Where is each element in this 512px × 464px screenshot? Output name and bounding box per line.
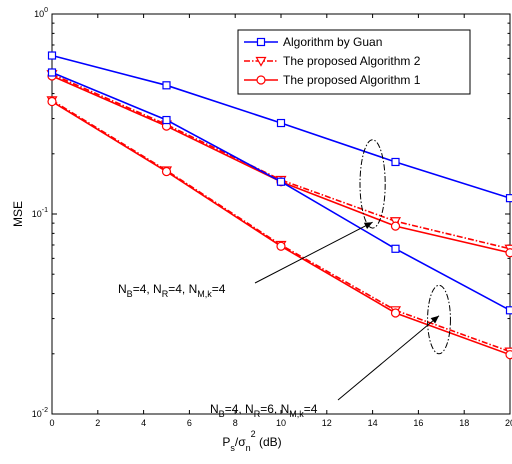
annotation-subscript: R [162,289,169,299]
data-point-square [47,68,57,77]
data-point-square [276,177,286,186]
x-tick-label: 14 [368,418,378,428]
x-tick-label: 8 [233,418,238,428]
series-3 [47,68,512,315]
series-line [51,100,511,356]
annotation-symbol: N [245,402,254,416]
series-line [51,71,511,312]
annotation-symbol: N [189,282,198,296]
x-tick-label: 18 [459,418,469,428]
arrow-head-nr6 [430,315,440,324]
data-point-square [505,194,512,203]
data-point-square [162,115,171,125]
series-5 [47,96,512,360]
data-point-circle [505,248,512,258]
annotation-subscript: R [254,409,261,419]
data-point-square [391,244,400,253]
annotation-value: =4 [304,402,318,416]
annotation-subscript: B [127,289,133,299]
annotation-group: NB=4, NR=4, NM,k=4NB=4, NR=6, NM,k=4 [118,139,451,419]
data-point-circle [276,241,286,251]
x-tick-label: 16 [413,418,423,428]
group-ellipse-nr4 [359,139,386,229]
x-tick-label: 20 [505,418,512,428]
legend-label: Algorithm by Guan [283,35,382,49]
annotation-label-nr6: NB=4, NR=6, NM,k=4 [210,402,318,419]
data-point-square [47,51,57,60]
x-axis-label: Ps/σn2 (dB) [222,429,281,453]
y-tick-label: 100 [34,7,48,19]
data-point-circle [390,308,401,318]
data-point-square [162,81,171,90]
legend-entry: The proposed Algorithm 1 [244,73,421,87]
x-tick-label: 10 [276,418,286,428]
data-point-triangle [255,56,267,67]
annotation-value: =4 [212,282,226,296]
data-point-square [391,157,400,167]
legend-box [237,29,471,95]
x-tick-label: 2 [95,418,100,428]
series-line [51,75,511,254]
data-point-circle [390,221,401,231]
data-point-circle [256,75,266,85]
data-point-circle [161,166,172,177]
legend-label: The proposed Algorithm 1 [283,73,421,87]
series-group [46,51,512,360]
annotation-subscript: M,k [289,409,304,419]
annotation-symbol: N [153,282,162,296]
x-tick-label: 4 [141,418,146,428]
annotation-subscript: B [219,409,225,419]
group-ellipse-nr6 [427,284,451,355]
legend-label: The proposed Algorithm 2 [283,54,421,68]
data-point-square [276,118,286,128]
series-line [51,73,511,250]
annotation-symbol: N [118,282,127,296]
annotation-subscript: M,k [197,289,212,299]
y-tick-label: 10-1 [32,207,48,219]
data-point-square [256,37,266,47]
data-point-square [505,306,512,315]
series-line [51,99,511,353]
y-tick-label: 10-2 [32,407,48,419]
series-1 [46,70,512,255]
annotation-symbol: N [210,402,219,416]
annotation-value: =6, [260,402,280,416]
legend-entry: Algorithm by Guan [244,35,382,49]
annotation-value: =4, [133,282,153,296]
legend-entry: The proposed Algorithm 2 [244,54,421,68]
x-tick-label: 0 [49,418,54,428]
data-point-circle [47,96,57,107]
data-point-circle [505,350,512,360]
arrow-head-nr4 [363,222,373,229]
annotation-value: =4, [225,402,245,416]
x-tick-label: 12 [322,418,332,428]
series-0 [47,51,512,203]
y-axis-label: MSE [11,201,25,227]
arrow-line-nr4 [254,221,373,284]
axis-ticks: 0 2 4 6 8 10 12 14 16 18 20 100 10-1 10-2 [32,7,512,428]
arrow-line-nr6 [337,315,440,401]
x-tick-label: 6 [187,418,192,428]
annotation-value: =4, [168,282,188,296]
annotation-symbol: N [281,402,290,416]
annotation-label-nr4: NB=4, NR=4, NM,k=4 [118,282,226,299]
series-4 [46,96,512,358]
legend: Algorithm by Guan The proposed Algorithm … [237,29,471,95]
